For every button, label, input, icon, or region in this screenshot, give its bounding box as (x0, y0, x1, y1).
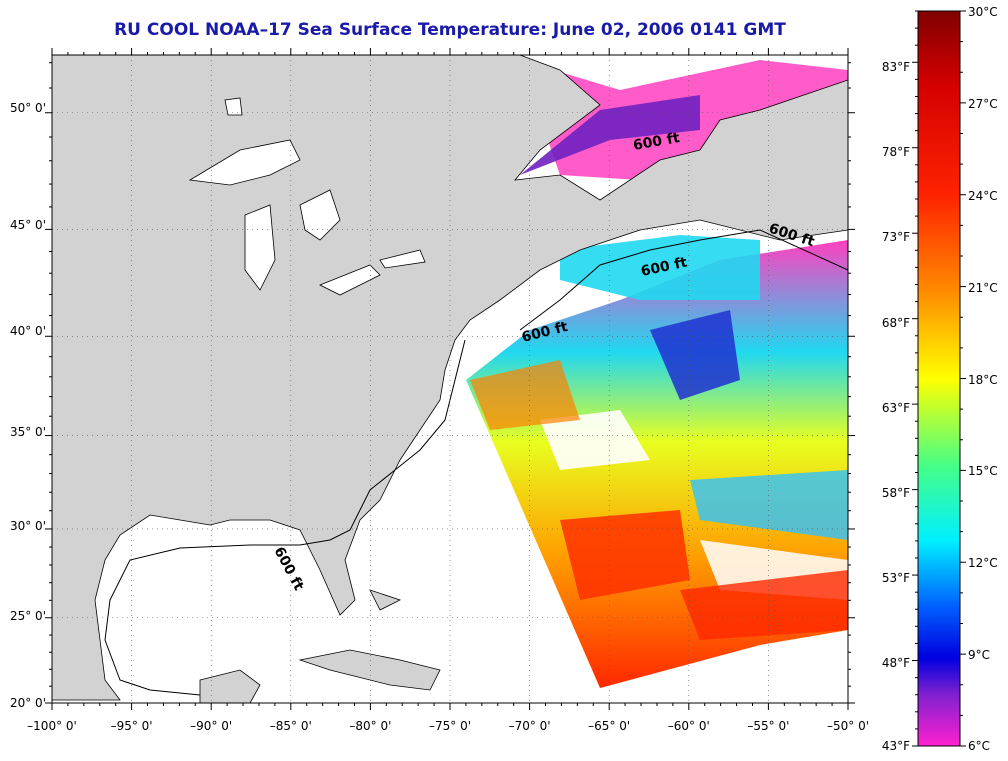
fahrenheit-label: 78°F (882, 145, 910, 159)
fahrenheit-label: 63°F (882, 401, 910, 415)
lon-label: –100° 0' (27, 719, 77, 733)
longitude-axis: –100° 0' –95° 0' –90° 0' –85° 0' –80° 0'… (27, 719, 869, 733)
celsius-label: 6°C (968, 739, 990, 753)
latitude-axis: 20° 0' 25° 0' 30° 0' 35° 0' 40° 0' 45° 0… (10, 101, 46, 710)
celsius-label: 27°C (968, 97, 998, 111)
fahrenheit-label: 43°F (882, 739, 910, 753)
celsius-label: 24°C (968, 189, 998, 203)
fahrenheit-label: 48°F (882, 656, 910, 670)
isobath-600ft-north (519, 229, 848, 331)
lon-label: –95° 0' (111, 719, 153, 733)
lat-label: 25° 0' (10, 609, 46, 623)
celsius-label: 18°C (968, 373, 998, 387)
colorbar-ticks (912, 10, 966, 747)
graticule (52, 55, 848, 703)
lon-label: –90° 0' (190, 719, 232, 733)
lon-label: –55° 0' (747, 719, 789, 733)
fahrenheit-label: 58°F (882, 486, 910, 500)
lon-label: –70° 0' (509, 719, 551, 733)
map-area: 600 ft 600 ft 600 ft 600 ft 600 ft (52, 55, 848, 703)
great-lakes (188, 97, 426, 296)
celsius-label: 30°C (968, 5, 998, 19)
lat-label: 40° 0' (10, 324, 46, 338)
fahrenheit-label: 53°F (882, 571, 910, 585)
lon-label: –85° 0' (270, 719, 312, 733)
celsius-label: 12°C (968, 556, 998, 570)
celsius-label: 9°C (968, 648, 990, 662)
lat-label: 50° 0' (10, 101, 46, 115)
fahrenheit-label: 73°F (882, 230, 910, 244)
celsius-label: 15°C (968, 464, 998, 478)
lon-label: –60° 0' (668, 719, 710, 733)
lat-label: 45° 0' (10, 218, 46, 232)
isobath-600ft (104, 339, 466, 696)
fahrenheit-label: 68°F (882, 316, 910, 330)
colorbar: 30°C 27°C 24°C 21°C 18°C 15°C 12°C 9°C 6… (882, 5, 998, 753)
lon-label: –50° 0' (827, 719, 869, 733)
lon-label: –65° 0' (588, 719, 630, 733)
lon-label: –80° 0' (349, 719, 391, 733)
lat-label: 20° 0' (10, 696, 46, 710)
lat-label: 35° 0' (10, 425, 46, 439)
map-title: RU COOL NOAA–17 Sea Surface Temperature:… (114, 20, 786, 40)
lat-label: 30° 0' (10, 519, 46, 533)
lon-label: –75° 0' (429, 719, 471, 733)
colorbar-gradient (917, 10, 961, 747)
celsius-label: 21°C (968, 281, 998, 295)
axis-ticks (45, 48, 855, 710)
fahrenheit-label: 83°F (882, 60, 910, 74)
